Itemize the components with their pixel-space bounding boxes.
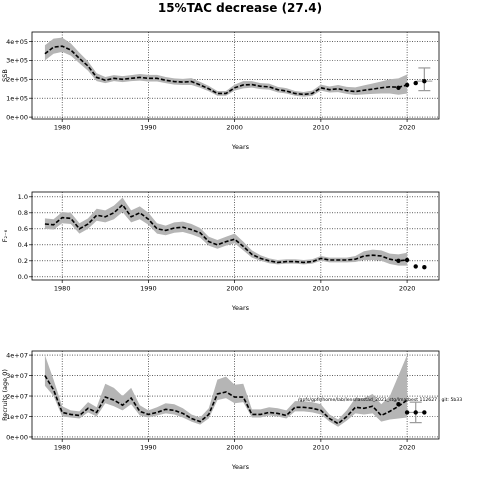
f-ytick-label: 0.4 [18,241,28,249]
rec-confidence-band [44,355,408,427]
rec-xlabel: Years [231,463,250,471]
f-ytick-label: 0.6 [18,225,28,233]
ssb-xtick-label: 2020 [399,124,416,132]
ssb-xtick-label: 2000 [226,124,243,132]
f-ytick-label: 0.0 [18,273,28,281]
rec-xtick-label: 1980 [54,444,71,452]
ssb-point [413,80,418,86]
rec-axes-frame [31,350,440,440]
f-point [413,264,418,269]
ssb-ytick-label: 2e+05 [6,76,28,84]
rec-point [413,410,418,415]
ssb-xtick-label: 1980 [54,124,71,132]
ssb-xtick-label: 1990 [140,124,157,132]
rec-panel: 1980 1990 2000 2010 2020 0e+00 1e+07 2e+07 3e+07… [1,350,440,471]
rec-ylabel: Recruits (age 0) [1,369,9,421]
f-xtick-label: 2020 [399,285,416,293]
ssb-ytick-label: 0e+00 [6,113,28,121]
ssb-point [404,82,410,88]
rec-xtick-label: 1990 [140,444,157,452]
f-xlabel: Years [231,304,250,312]
rec-point [396,402,401,407]
f-ytick-label: 1.0 [18,193,28,201]
ssb-axes-frame [31,31,440,120]
rec-xtick-label: 2020 [399,444,416,452]
ssb-xlabel: Years [231,143,250,151]
rec-ytick-label: 3e+07 [6,372,28,380]
f-xtick-label: 2010 [313,285,330,293]
f-point [404,257,410,263]
f-ytick-label: 0.2 [18,257,28,265]
ssb-estimate-line [44,45,408,96]
rec-xtick-label: 2000 [226,444,243,452]
f-xtick-label: 1990 [140,285,157,293]
f-point [396,258,401,263]
rec-ytick-label: 1e+07 [6,413,28,421]
ssb-ytick-label: 4e+05 [6,38,28,46]
rec-ytick-label: 0e+00 [6,433,28,441]
ssb-point [396,85,401,90]
f-estimate-line [44,203,408,264]
ssb-panel: 1980 1990 2000 2010 2020 0e+00 1e+05 2e+05 3e+05… [1,31,440,151]
f-confidence-band [44,197,408,266]
rec-xtick-label: 2010 [313,444,330,452]
f-panel: 1980 1990 2000 2010 2020 0.0 0.2 0.4 0.6 0.8 1.0 Ye… [1,191,440,312]
f-point [422,265,427,270]
ssb-xtick-label: 2010 [313,124,330,132]
figure-title: 15%TAC decrease (27.4) [158,1,322,15]
rec-ytick-label: 4e+07 [6,351,28,359]
ssb-ytick-label: 3e+05 [6,57,28,65]
rec-point [422,410,427,415]
source-annotation: /gpfs/gpfs/home/lab/lens/lasstad_2021_st… [298,397,462,403]
f-axes-frame [31,191,440,281]
rec-estimate-line [44,375,408,425]
ssb-ytick-label: 1e+05 [6,94,28,102]
rec-ytick-label: 2e+07 [6,392,28,400]
f-ylabel: F₂₋₆ [1,229,9,242]
ssb-confidence-band [44,37,408,97]
ssb-point [422,78,427,84]
ssb-ylabel: SSB [1,69,9,82]
f-xtick-label: 2000 [226,285,243,293]
f-ytick-label: 0.8 [18,209,28,217]
rec-point [404,410,410,415]
f-xtick-label: 1980 [54,285,71,293]
